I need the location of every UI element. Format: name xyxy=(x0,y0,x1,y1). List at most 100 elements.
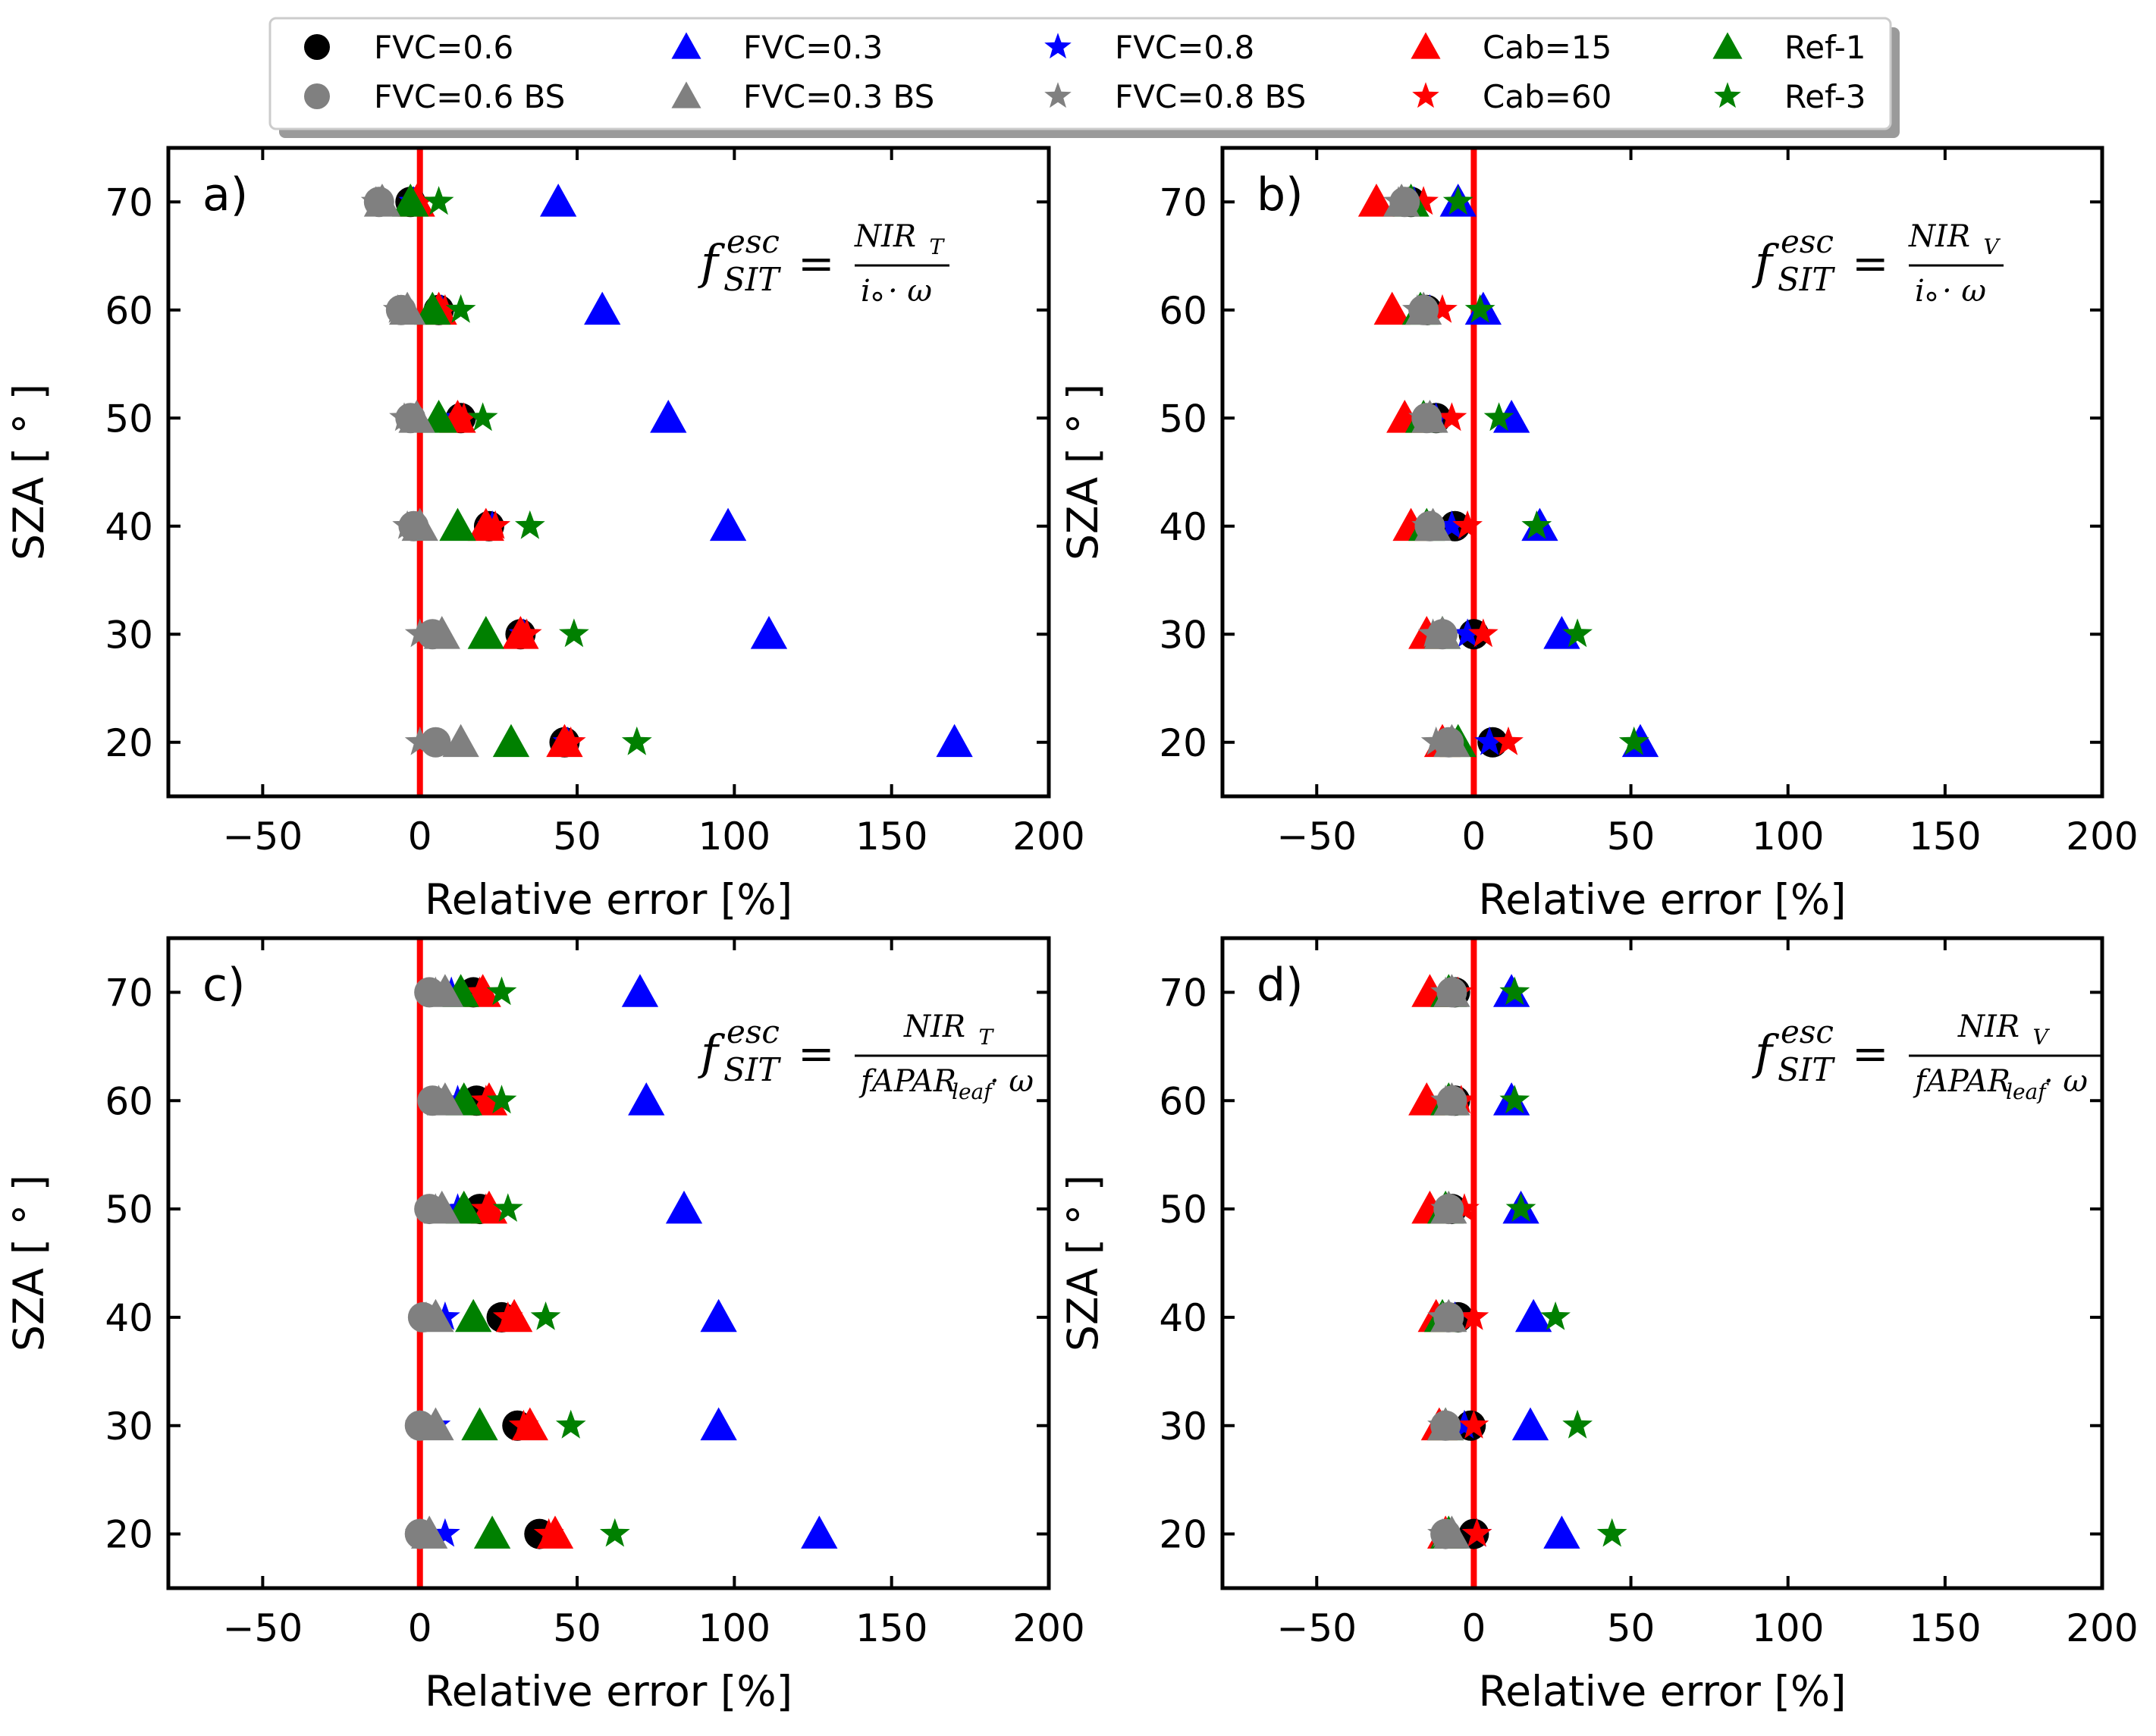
panel-b-point-ref-3-sza-30 xyxy=(1562,618,1593,648)
panel-c-point-fvc-0-3-sza-60 xyxy=(628,1082,665,1116)
panel-b-point-cab-60-sza-30 xyxy=(1468,618,1499,648)
panel-b-point-fvc-0-8-bs-sza-40 xyxy=(1411,510,1442,539)
panel-a-formula-lhs_sup: esc xyxy=(727,223,780,260)
panel-a-point-fvc-0-3-sza-20 xyxy=(936,724,973,758)
legend-label-ref-3: Ref-3 xyxy=(1784,78,1866,115)
panel-b-point-fvc-0-8-bs-sza-60 xyxy=(1402,294,1433,323)
panel-b-ytick-label-2: 40 xyxy=(1159,505,1207,549)
panel-c-xtick-label-1: 0 xyxy=(408,1606,432,1650)
panel-c-ytick-label-2: 40 xyxy=(105,1296,153,1340)
panel-a-ytick-label-5: 70 xyxy=(105,181,153,224)
panel-c-formula-den_base: fAPAR xyxy=(858,1064,956,1099)
panel-b-point-cab-15-sza-70 xyxy=(1357,184,1395,217)
legend-marker-ref-3 xyxy=(1714,82,1741,108)
panel-c-point-ref-3-sza-60 xyxy=(486,1085,517,1114)
panel-a-xtick-label-1: 0 xyxy=(408,815,432,859)
panel-a-ytick-label-0: 20 xyxy=(105,721,153,765)
panel-a-xtick-label-2: 50 xyxy=(553,815,601,859)
legend-label-fvc-0-6-bs: FVC=0.6 BS xyxy=(374,78,565,115)
panel-a-formula-degree-ring xyxy=(872,291,883,302)
panel-b-point-cab-15-sza-60 xyxy=(1373,291,1411,325)
panel-b-point-fvc-0-8-bs-sza-30 xyxy=(1417,618,1448,648)
panel-c-point-cab-60-sza-30 xyxy=(508,1409,539,1439)
panel-c-point-ref-3-sza-50 xyxy=(492,1193,523,1222)
legend-marker-fvc-0-3-bs xyxy=(671,81,701,108)
panel-a-point-fvc-0-3-bs-sza-30 xyxy=(423,616,460,649)
panel-a-xtick-label-4: 150 xyxy=(855,815,927,859)
panel-a-point-ref-1-sza-40 xyxy=(439,507,476,542)
panel-c-ytick-label-0: 20 xyxy=(105,1513,153,1557)
panel-d-point-fvc-0-8-bs-sza-50 xyxy=(1430,1193,1461,1222)
panel-a-point-ref-3-sza-70 xyxy=(423,186,454,215)
panel-d-formula-den_base: fAPAR xyxy=(1913,1064,2010,1099)
panel-a-point-fvc-0-3-bs-sza-20 xyxy=(442,724,479,758)
panel-a-frame xyxy=(166,146,1051,799)
panel-b-formula-num_sub: V xyxy=(1984,234,2001,259)
panel-b-xtick-label-3: 100 xyxy=(1752,815,1824,859)
panel-b-formula-den_base: i xyxy=(1915,274,1925,309)
legend-marker-cab-15 xyxy=(1411,32,1441,59)
legend-marker-fvc-0-6-bs xyxy=(304,83,330,109)
panel-a-xtick-label-5: 200 xyxy=(1012,815,1084,859)
panel-d-point-fvc-0-3-sza-20 xyxy=(1543,1515,1580,1549)
legend-label-cab-15: Cab=15 xyxy=(1483,29,1612,66)
panel-d-ytick-label-1: 30 xyxy=(1159,1405,1207,1449)
panel-b-point-ref-3-sza-50 xyxy=(1483,402,1514,432)
panel-d-formula-eq: = xyxy=(1852,1028,1889,1079)
legend-label-fvc-0-3: FVC=0.3 xyxy=(743,29,883,66)
panel-b-ylabel: SZA [ ° ] xyxy=(1059,384,1107,560)
panel-a-point-cab-60-sza-30 xyxy=(511,618,542,648)
legend-marker-ref-1 xyxy=(1712,32,1743,59)
panel-c-point-fvc-0-8-sza-40 xyxy=(430,1301,460,1330)
panel-a-point-fvc-0-8-bs-sza-40 xyxy=(392,510,422,539)
panel-a-ylabel: SZA [ ° ] xyxy=(5,384,53,560)
legend: FVC=0.6 FVC=0.6 BS FVC=0.3 FVC=0.3 BS FVC=0.… xyxy=(268,17,1900,138)
panel-b-point-cab-60-sza-50 xyxy=(1436,402,1467,432)
legend-marker-cab-60 xyxy=(1412,82,1439,108)
panel-a-point-ref-1-sza-20 xyxy=(492,724,530,758)
panel-d-point-fvc-0-8-bs-sza-40 xyxy=(1427,1301,1458,1330)
panel-b-point-ref-3-sza-20 xyxy=(1618,726,1649,755)
panel-b-point-ref-3-sza-40 xyxy=(1521,510,1552,539)
panel-d-point-ref-3-sza-40 xyxy=(1540,1301,1571,1330)
panel-a-point-fvc-0-3-sza-60 xyxy=(584,291,621,325)
legend-label-fvc-0-6: FVC=0.6 xyxy=(374,29,513,66)
panel-d-point-ref-3-sza-60 xyxy=(1499,1085,1530,1114)
panel-b-point-cab-60-sza-40 xyxy=(1452,510,1483,539)
panel-d-xtick-label-1: 0 xyxy=(1462,1606,1486,1650)
panel-c-point-fvc-0-8-bs-sza-20 xyxy=(404,1518,435,1547)
panel-b-formula-num_base: NIR xyxy=(1908,219,1970,254)
panel-c-point-fvc-0-3-sza-50 xyxy=(665,1190,703,1224)
panel-d: −50 0 50 100 150 200 20 30 40 50 60 70 Relative erro… xyxy=(1059,936,2139,1716)
legend-label-fvc-0-3-bs: FVC=0.3 BS xyxy=(743,78,934,115)
panel-b-ytick-label-4: 60 xyxy=(1159,289,1207,333)
panel-a-xlabel: Relative error [%] xyxy=(425,875,792,924)
panel-a-point-cab-60-sza-70 xyxy=(404,186,435,215)
panel-b-point-cab-60-sza-60 xyxy=(1427,294,1458,323)
panel-d-formula-num_base: NIR xyxy=(1957,1009,2019,1044)
panel-d-xtick-label-3: 100 xyxy=(1752,1606,1824,1650)
panel-a-point-fvc-0-3-sza-50 xyxy=(650,400,687,433)
panel-b-ytick-label-1: 30 xyxy=(1159,613,1207,657)
panel-b-formula-den_rest: · ω xyxy=(1942,274,1986,309)
panel-b-formula-eq: = xyxy=(1852,237,1889,289)
panel-a-point-ref-1-sza-70 xyxy=(392,184,429,217)
panel-a-point-fvc-0-8-bs-sza-20 xyxy=(404,726,435,755)
panel-d-point-ref-3-sza-20 xyxy=(1596,1518,1627,1547)
panel-b-formula-degree-ring xyxy=(1926,291,1937,302)
panel-d-xtick-label-2: 50 xyxy=(1607,1606,1655,1650)
panel-a-point-fvc-0-8-bs-sza-30 xyxy=(404,618,435,648)
panel-c-frame xyxy=(166,936,1051,1590)
panel-c-formula-lhs_sup: esc xyxy=(727,1013,780,1050)
panel-c-formula-eq: = xyxy=(798,1028,835,1079)
panel-b-points xyxy=(1357,184,1659,758)
panel-c-formula-den_sub: leaf xyxy=(952,1079,995,1104)
panel-b-point-fvc-0-8-sza-20 xyxy=(1474,726,1505,755)
panel-b-point-fvc-0-8-bs-sza-20 xyxy=(1420,726,1451,755)
panel-a-point-ref-3-sza-30 xyxy=(559,618,589,648)
panel-c-point-cab-60-sza-70 xyxy=(464,976,495,1006)
panel-a-formula-den_base: i xyxy=(861,274,871,309)
panel-d-point-cab-60-sza-50 xyxy=(1449,1193,1480,1222)
